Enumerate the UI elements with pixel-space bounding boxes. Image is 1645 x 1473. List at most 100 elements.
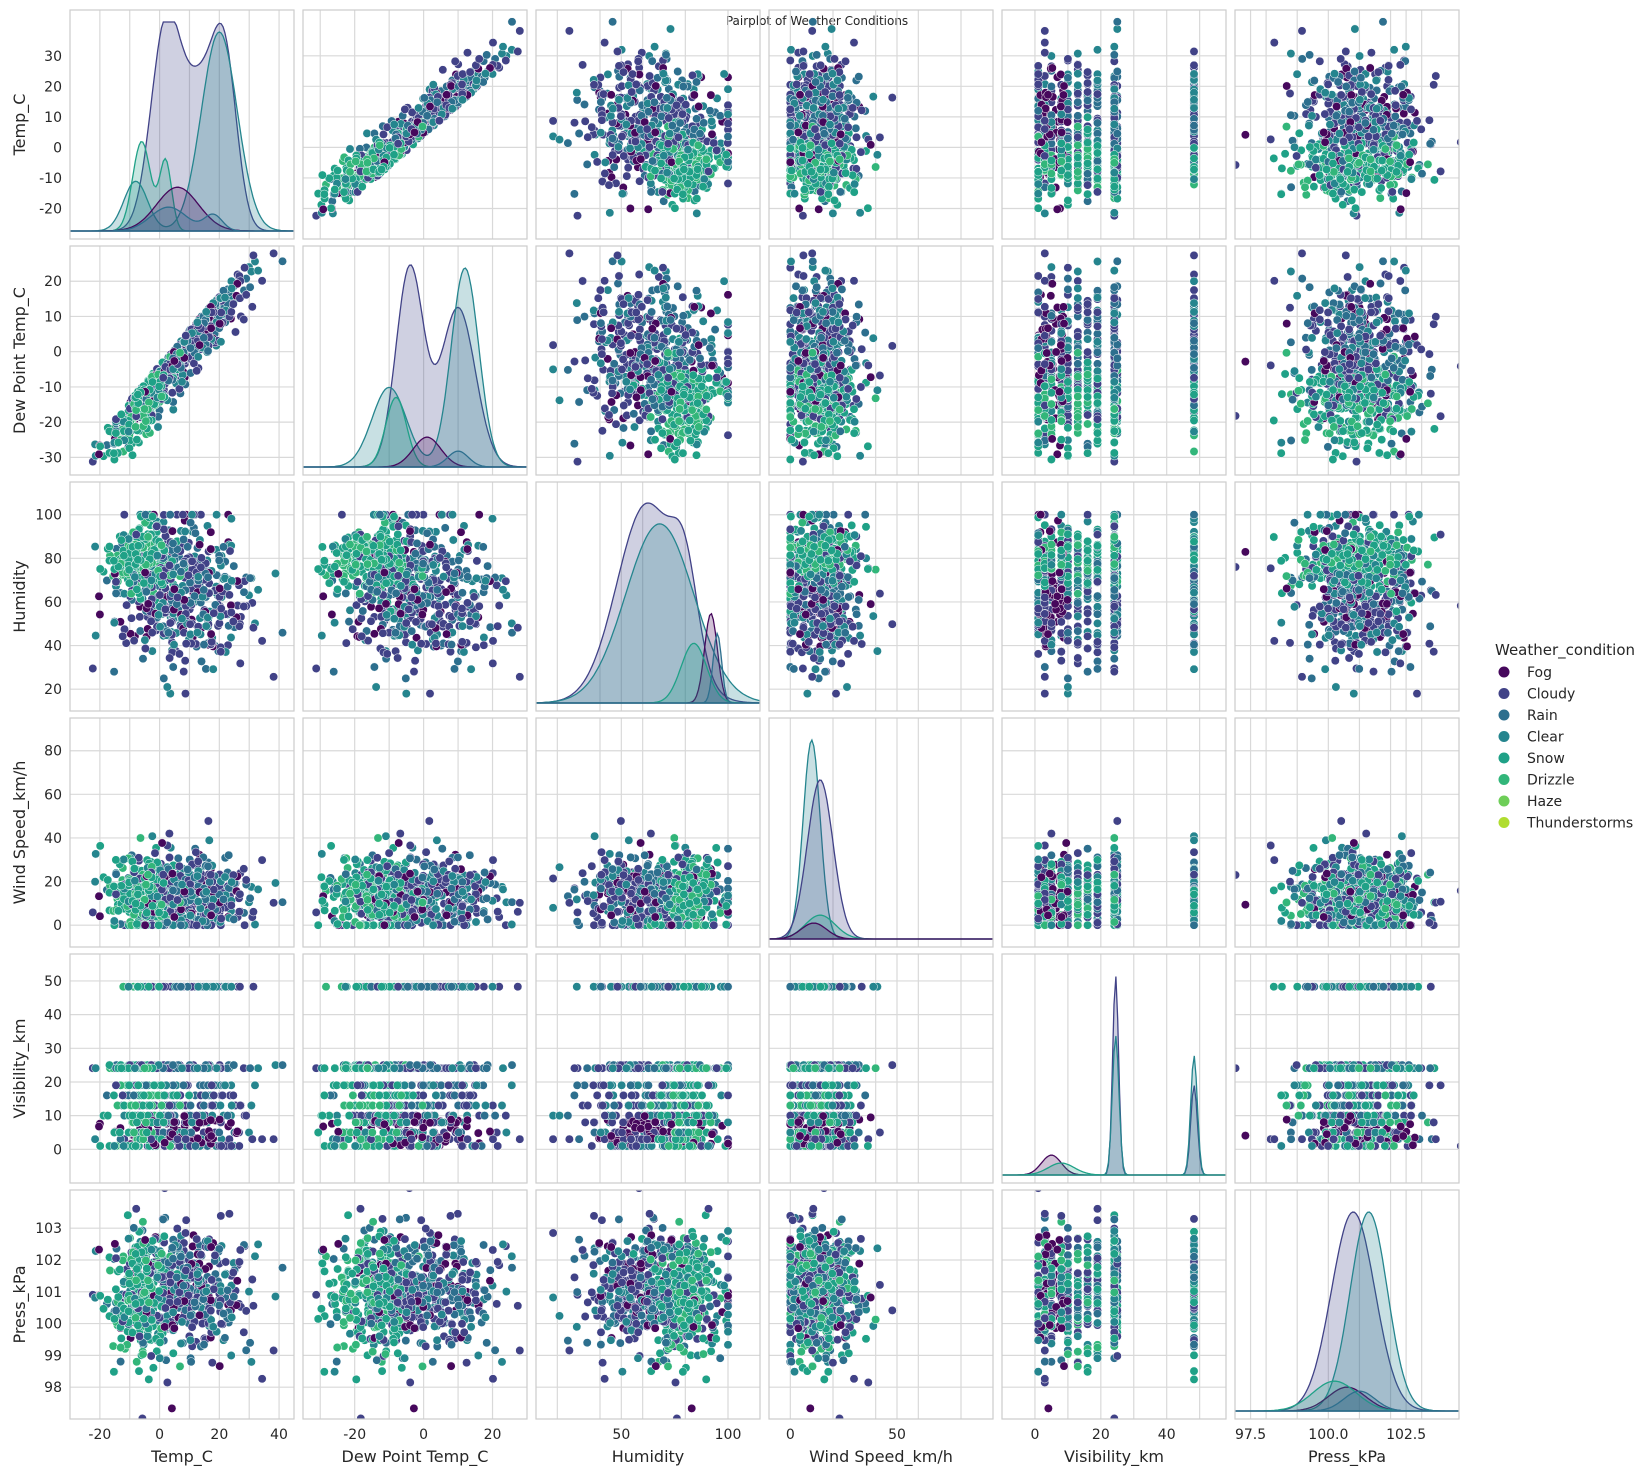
scatter-point xyxy=(548,116,558,126)
scatter-point xyxy=(829,168,839,178)
scatter-point xyxy=(648,156,658,166)
scatter-point xyxy=(634,270,644,279)
scatter-point xyxy=(587,122,597,132)
scatter-point xyxy=(1073,60,1083,70)
scatter-point xyxy=(627,87,637,97)
scatter-point xyxy=(657,428,667,438)
scatter-point xyxy=(1325,120,1335,129)
scatter-point xyxy=(830,54,839,64)
scatter-point xyxy=(836,129,846,139)
scatter-point xyxy=(570,357,579,366)
scatter-point xyxy=(326,203,336,213)
scatter-point xyxy=(339,187,349,197)
scatter-point xyxy=(799,61,808,71)
scatter-point xyxy=(1320,88,1330,98)
scatter-point xyxy=(1040,38,1050,48)
scatter-point xyxy=(787,166,796,176)
scatter-point xyxy=(681,330,691,340)
scatter-point xyxy=(1093,148,1102,158)
scatter-point xyxy=(501,56,511,65)
panel-frame xyxy=(535,9,761,240)
scatter-point xyxy=(605,451,615,461)
scatter-point xyxy=(154,381,164,391)
scatter-point xyxy=(813,145,823,155)
scatter-point xyxy=(1056,138,1066,148)
scatter-point xyxy=(1412,116,1422,126)
scatter-point xyxy=(698,182,708,192)
scatter-point xyxy=(673,281,683,291)
scatter-point xyxy=(600,157,610,167)
scatter-point xyxy=(1456,138,1459,147)
scatter-point xyxy=(1073,97,1083,107)
scatter-point xyxy=(653,370,663,380)
scatter-point xyxy=(1336,54,1346,64)
scatter-point xyxy=(850,179,860,189)
scatter-point xyxy=(816,187,826,197)
scatter-point xyxy=(619,401,629,410)
scatter-point xyxy=(1109,84,1119,94)
scatter-point xyxy=(804,150,814,160)
scatter-point xyxy=(1395,60,1405,70)
scatter-point xyxy=(855,208,865,218)
scatter-point xyxy=(1311,155,1321,165)
scatter-point xyxy=(621,120,631,129)
scatter-point xyxy=(863,203,873,213)
scatter-point xyxy=(683,425,693,435)
scatter-point xyxy=(1328,189,1338,199)
scatter-point xyxy=(604,180,614,190)
scatter-point xyxy=(618,354,628,364)
scatter-point xyxy=(548,364,558,374)
scatter-point xyxy=(1429,80,1439,90)
scatter-point xyxy=(1344,153,1354,163)
scatter-point xyxy=(216,337,226,347)
scatter-point xyxy=(1380,144,1390,154)
scatter-point xyxy=(1073,80,1083,90)
scatter-point xyxy=(193,352,203,362)
scatter-point xyxy=(650,127,660,137)
scatter-point xyxy=(226,307,236,317)
scatter-point xyxy=(593,293,603,303)
scatter-point xyxy=(723,328,733,338)
scatter-point xyxy=(1389,121,1399,131)
scatter-point xyxy=(269,248,279,258)
scatter-point xyxy=(548,340,558,350)
scatter-point xyxy=(785,143,795,153)
scatter-point xyxy=(1033,61,1043,71)
scatter-point xyxy=(702,391,711,401)
scatter-point xyxy=(1063,170,1073,180)
scatter-point xyxy=(603,69,613,79)
scatter-point xyxy=(564,248,574,258)
scatter-point xyxy=(843,122,853,132)
scatter-point xyxy=(871,162,881,172)
scatter-point xyxy=(578,60,588,70)
scatter-point xyxy=(793,127,803,137)
scatter-point xyxy=(1290,142,1299,152)
panel-dew-point-temp-c-vs-dew-point-temp-c xyxy=(302,245,528,476)
scatter-point xyxy=(1301,190,1311,200)
scatter-point xyxy=(636,385,646,395)
scatter-point xyxy=(646,412,656,422)
scatter-point xyxy=(422,111,432,121)
scatter-point xyxy=(825,120,835,129)
scatter-point xyxy=(389,120,399,129)
y-axis-label: Temp_C xyxy=(10,94,30,157)
scatter-point xyxy=(632,392,641,402)
panel-frame xyxy=(302,9,528,240)
scatter-point xyxy=(634,331,643,341)
scatter-point xyxy=(1398,90,1408,100)
scatter-point xyxy=(580,116,590,126)
scatter-point xyxy=(875,132,885,142)
scatter-point xyxy=(1303,97,1313,107)
scatter-point xyxy=(428,80,438,90)
scatter-point xyxy=(624,293,634,303)
scatter-point xyxy=(1335,174,1345,184)
scatter-point xyxy=(564,26,574,36)
scatter-point xyxy=(1305,50,1315,60)
scatter-point xyxy=(812,50,822,60)
scatter-point xyxy=(851,123,861,133)
scatter-point xyxy=(1423,159,1433,169)
scatter-point xyxy=(206,323,216,333)
scatter-point xyxy=(1294,128,1304,138)
scatter-point xyxy=(625,204,635,213)
scatter-point xyxy=(662,93,672,103)
